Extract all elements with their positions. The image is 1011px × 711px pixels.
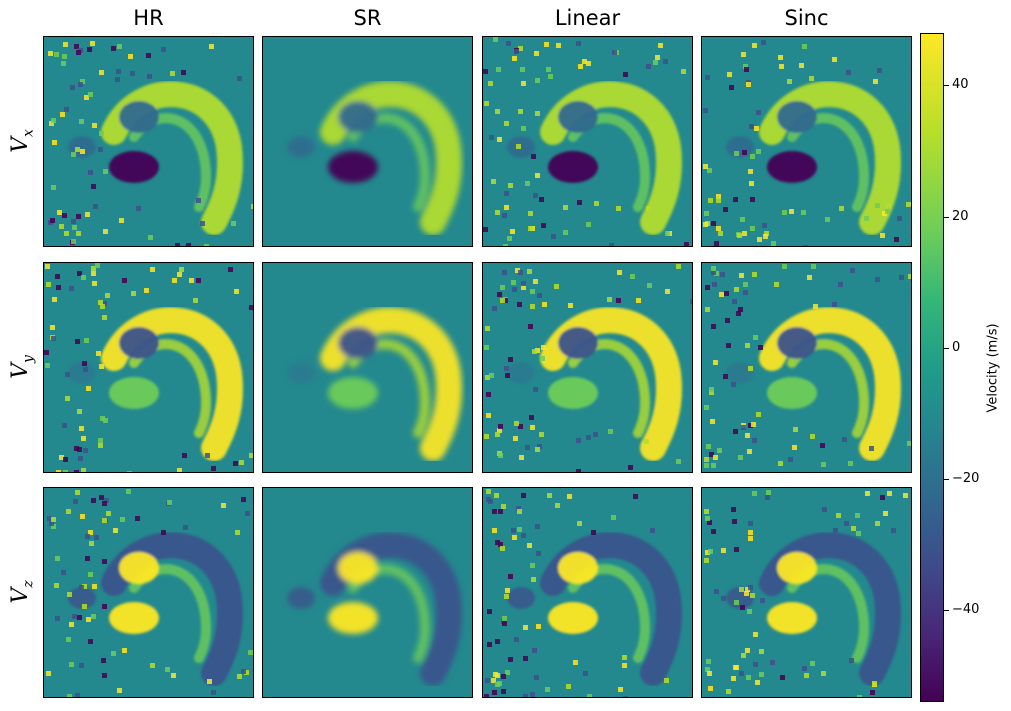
row-label-vx-base: V (8, 137, 33, 153)
column-title-sinc: Sinc (784, 6, 829, 30)
colorbar-tick (944, 610, 949, 612)
heatmap-panel-vy-sinc (701, 262, 912, 473)
colorbar-label: Velocity (m/s) (985, 323, 1001, 413)
heatmap-panel-vy-hr (43, 262, 254, 473)
heatmap-panel-vz-sinc (701, 487, 912, 698)
colorbar-tick-label: 0 (952, 339, 961, 355)
row-label-vy-base: V (8, 363, 33, 379)
heatmap-panel-vy-linear (482, 262, 693, 473)
column-title-hr: HR (133, 6, 164, 30)
row-label-vz: Vz (1, 575, 41, 609)
colorbar-tick-label: 40 (952, 77, 969, 93)
colorbar-tick-label: −20 (952, 471, 980, 486)
heatmap-panel-vx-sr (262, 36, 473, 247)
colorbar-tick (944, 347, 949, 349)
column-title-sr: SR (353, 6, 382, 30)
row-label-vx-sub: x (20, 129, 37, 138)
row-label-vy: Vy (1, 350, 41, 384)
row-label-vz-sub: z (20, 580, 37, 588)
heatmap-panel-vx-linear (482, 36, 693, 247)
colorbar-tick (944, 479, 949, 480)
heatmap-panel-vx-sinc (701, 36, 912, 247)
row-label-vx: Vx (1, 124, 41, 158)
heatmap-panel-vx-hr (43, 36, 254, 247)
row-label-vy-sub: y (20, 355, 37, 364)
colorbar-tick-label: 20 (952, 208, 969, 224)
colorbar-tick-label: −40 (952, 602, 980, 618)
heatmap-panel-vz-sr (262, 487, 473, 698)
heatmap-panel-vy-sr (262, 262, 473, 473)
column-title-linear: Linear (554, 6, 621, 30)
colorbar (920, 33, 944, 702)
heatmap-panel-vz-hr (43, 487, 254, 698)
heatmap-panel-vz-linear (482, 487, 693, 698)
colorbar-tick (944, 216, 949, 218)
row-label-vz-base: V (8, 587, 33, 604)
colorbar-tick (944, 85, 949, 87)
